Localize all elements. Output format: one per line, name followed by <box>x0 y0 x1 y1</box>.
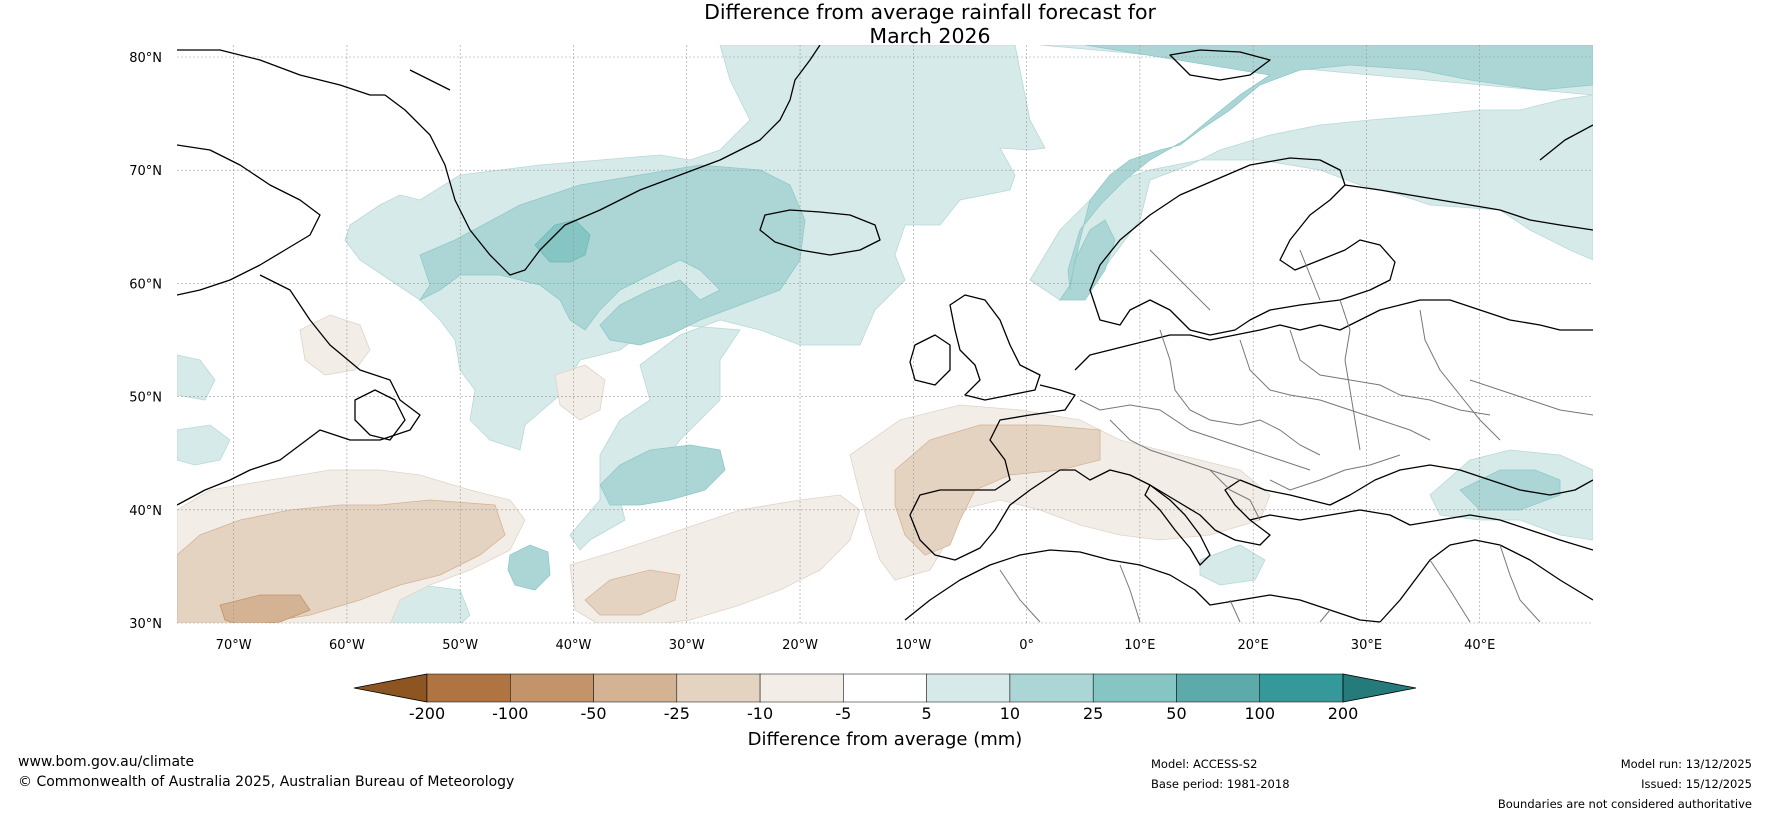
longitude-label: 20°E <box>1238 638 1269 653</box>
boundaries-disclaimer: Boundaries are not considered authoritat… <box>1497 797 1752 811</box>
coastline-novaya-zemlya <box>1539 124 1593 161</box>
colorbar-tick-label: -10 <box>747 704 773 723</box>
latitude-label: 70°N <box>129 164 162 179</box>
coastline-iceland <box>759 209 881 256</box>
colorbar-tick-label: 100 <box>1244 704 1275 723</box>
coastline-baffin <box>177 144 321 296</box>
dry-region-canary-core <box>584 569 681 616</box>
wet-region-labrador <box>177 354 216 401</box>
model-run-date: Model run: 13/12/2025 <box>1620 757 1752 771</box>
colorbar-bin <box>926 673 1011 703</box>
colorbar-tick-label: -100 <box>492 704 528 723</box>
colorbar-bin <box>510 673 594 703</box>
wet-region-greenland-sea <box>1059 45 1593 301</box>
anomaly-field <box>177 45 1593 623</box>
longitude-label: 10°E <box>1124 638 1155 653</box>
country-borders <box>999 249 1593 623</box>
colorbar-tick-label: 200 <box>1328 704 1359 723</box>
coastline-europe-west <box>1074 299 1593 371</box>
colorbar-tick-label: -200 <box>409 704 445 723</box>
latitude-label: 50°N <box>129 391 162 406</box>
coastline-britain <box>949 294 1041 401</box>
colorbar-bin <box>1009 673 1094 703</box>
copyright-text: © Commonwealth of Australia 2025, Austra… <box>18 774 515 790</box>
coastline-greenland <box>384 45 821 276</box>
issued-date: Issued: 15/12/2025 <box>1641 777 1752 791</box>
coastline-france-iberia <box>909 384 1593 561</box>
colorbar-bin <box>759 673 844 703</box>
colorbar-tick-label: 10 <box>1000 704 1020 723</box>
colorbar-bin <box>1259 673 1344 703</box>
colorbar-bin <box>843 673 927 703</box>
coastline-svalbard <box>1169 49 1271 81</box>
longitude-labels: 70°W 60°W 50°W 40°W 30°W 20°W 10°W 0° 10°E 20°E 30… <box>216 638 1496 653</box>
latitude-labels: 80°N 70°N 60°N 50°N 40°N 30°N <box>129 51 162 632</box>
coastline-levant <box>1379 539 1593 623</box>
dry-region-iberia-core <box>894 424 1101 556</box>
base-period: Base period: 1981-2018 <box>1151 777 1290 791</box>
coastline-ireland <box>909 334 951 386</box>
colorbar-extend-low <box>353 673 428 703</box>
longitude-label: 60°W <box>329 638 365 653</box>
colorbar-bin <box>426 673 511 703</box>
coastline-greenland-north <box>177 49 451 96</box>
longitude-label: 30°W <box>669 638 705 653</box>
latitude-label: 40°N <box>129 504 162 519</box>
colorbar-bin <box>1092 673 1177 703</box>
colorbar-bin <box>1176 673 1260 703</box>
colorbar-tick-label: 50 <box>1166 704 1186 723</box>
colorbar: -200 -100 -50 -25 -10 -5 5 10 25 50 100 200 <box>353 673 1417 723</box>
colorbar-tick-label: -25 <box>664 704 690 723</box>
longitude-label: 30°E <box>1351 638 1382 653</box>
coastline-italy <box>1144 484 1211 566</box>
coastline-newfoundland <box>354 389 406 441</box>
coastline-scandinavia <box>1089 157 1396 336</box>
model-name: Model: ACCESS-S2 <box>1151 757 1258 771</box>
wet-region-gulf-of-maine <box>177 424 231 466</box>
colorbar-title: Difference from average (mm) <box>748 729 1023 750</box>
colorbar-bin <box>593 673 678 703</box>
latitude-label: 60°N <box>129 277 162 292</box>
dry-region-western-atlantic-core <box>219 594 311 623</box>
coastlines <box>177 45 1593 623</box>
coastline-labrador <box>177 274 421 506</box>
longitude-label: 50°W <box>442 638 478 653</box>
wet-region-aegean <box>1199 544 1266 586</box>
longitude-label: 40°E <box>1464 638 1495 653</box>
wet-region-azores <box>507 544 551 591</box>
map-title-line1: Difference from average rainfall forecas… <box>704 0 1156 24</box>
longitude-label: 40°W <box>556 638 592 653</box>
longitude-label: 20°W <box>782 638 818 653</box>
map-title-line2: March 2026 <box>869 24 991 48</box>
colorbar-bin <box>676 673 761 703</box>
website-link[interactable]: www.bom.gov.au/climate <box>18 754 195 770</box>
colorbar-tick-label: -50 <box>580 704 606 723</box>
wet-region-north-atlantic-south <box>599 444 726 506</box>
longitude-label: 70°W <box>216 638 252 653</box>
wet-region-denmark-strait <box>534 219 591 263</box>
coastline-north-africa <box>904 549 1381 623</box>
colorbar-tick-label: 5 <box>922 704 932 723</box>
coastline-kola-arctic <box>1344 184 1593 231</box>
graticule <box>177 45 1593 624</box>
dry-region-mid-atlantic <box>554 364 606 421</box>
map-title: Difference from average rainfall forecas… <box>0 0 1770 48</box>
coastline-greece-turkey <box>1249 509 1593 551</box>
colorbar-tick-label: -5 <box>835 704 851 723</box>
longitude-label: 10°W <box>895 638 931 653</box>
wet-region-irminger <box>418 164 806 346</box>
colorbar-tick-label: 25 <box>1083 704 1103 723</box>
latitude-label: 30°N <box>129 617 162 632</box>
longitude-label: 0° <box>1019 638 1034 653</box>
colorbar-extend-high <box>1342 673 1417 703</box>
latitude-label: 80°N <box>129 51 162 66</box>
